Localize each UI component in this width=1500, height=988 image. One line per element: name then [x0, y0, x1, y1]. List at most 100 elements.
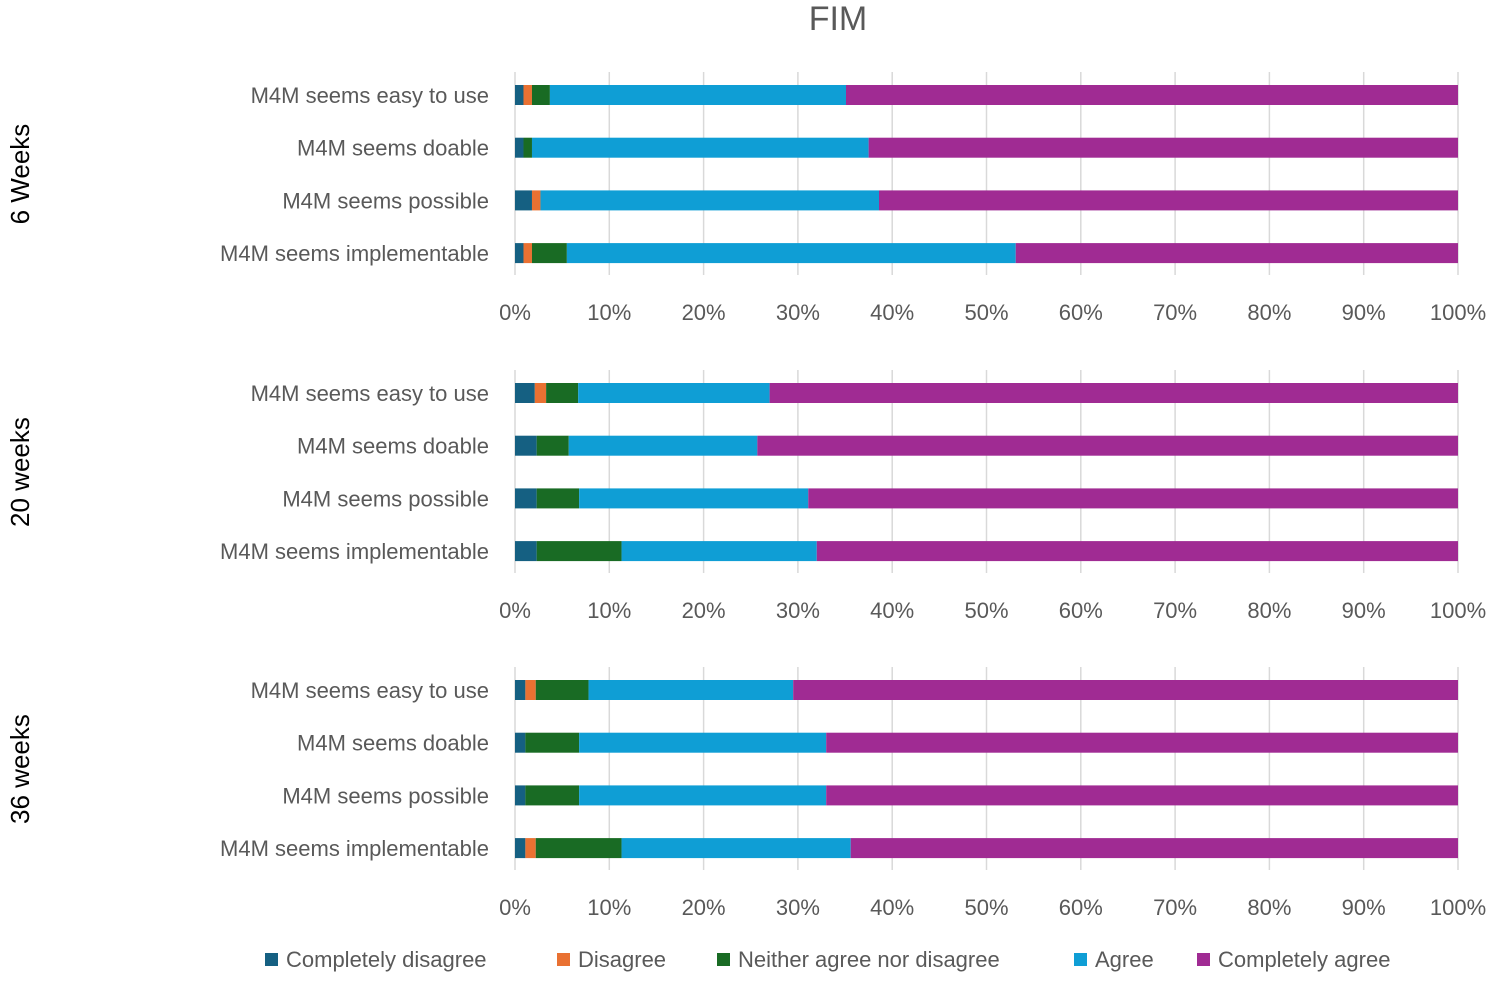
bar-segment-completely-disagree	[515, 488, 537, 509]
panel-0: 0% 10% 20% 30% 40% 50% 60% 70% 80% 90% 100% 6 Weeks…	[5, 72, 1486, 325]
x-tick-label: 100%	[1430, 895, 1486, 920]
legend-swatch	[265, 953, 278, 966]
legend-label: Neither agree nor disagree	[738, 947, 1000, 972]
category-label: M4M seems implementable	[220, 539, 489, 564]
bar-segment-completely-agree	[845, 85, 1458, 105]
bar-segment-neither-agree-nor-disagree	[536, 541, 622, 562]
category-label: M4M seems doable	[297, 434, 489, 459]
x-tick-label: 90%	[1342, 300, 1386, 325]
x-tick-label: 90%	[1342, 895, 1386, 920]
category-label: M4M seems easy to use	[251, 381, 489, 406]
bar-segment-completely-agree	[878, 190, 1458, 211]
bar-segment-completely-disagree	[515, 541, 537, 562]
x-tick-label: 40%	[870, 598, 914, 623]
category-label: M4M seems possible	[282, 188, 489, 213]
bar-segment-agree	[549, 85, 846, 105]
category-label: M4M seems possible	[282, 486, 489, 511]
x-tick-label: 70%	[1153, 598, 1197, 623]
x-tick-label: 60%	[1059, 598, 1103, 623]
legend: Completely disagree Disagree Neither agree…	[265, 947, 1390, 972]
x-tick-label: 100%	[1430, 598, 1486, 623]
x-tick-label: 30%	[776, 895, 820, 920]
bar-segment-agree	[540, 190, 879, 211]
legend-label: Completely disagree	[286, 947, 487, 972]
bar-segment-completely-disagree	[515, 785, 526, 806]
category-label: M4M seems implementable	[220, 836, 489, 861]
x-tick-label: 50%	[964, 895, 1008, 920]
x-tick-label: 90%	[1342, 598, 1386, 623]
category-label: M4M seems doable	[297, 731, 489, 756]
x-tick-label: 60%	[1059, 300, 1103, 325]
x-tick-label: 10%	[587, 598, 631, 623]
category-label: M4M seems easy to use	[251, 678, 489, 703]
bar-segment-neither-agree-nor-disagree	[531, 85, 550, 105]
bar-segment-completely-disagree	[515, 137, 524, 158]
x-tick-label: 50%	[964, 598, 1008, 623]
category-label: M4M seems doable	[297, 136, 489, 161]
bar-segment-completely-disagree	[515, 732, 526, 753]
legend-label: Disagree	[578, 947, 666, 972]
bar-segment-agree	[579, 785, 827, 806]
x-tick-label: 0%	[499, 300, 531, 325]
legend-swatch	[1074, 953, 1087, 966]
bar-segment-completely-disagree	[515, 190, 532, 211]
x-tick-label: 80%	[1247, 300, 1291, 325]
bar-segment-completely-disagree	[515, 435, 537, 456]
bar-segment-neither-agree-nor-disagree	[535, 680, 589, 700]
bar-segment-agree	[578, 383, 770, 403]
panel-1: 0% 10% 20% 30% 40% 50% 60% 70% 80% 90% 100% 20 week…	[5, 370, 1486, 623]
bar-segment-disagree	[525, 680, 536, 700]
bar-segment-completely-disagree	[515, 383, 535, 403]
bar-segment-neither-agree-nor-disagree	[536, 435, 569, 456]
bar-segment-completely-disagree	[515, 680, 526, 700]
bar-segment-agree	[588, 680, 794, 700]
bar-segment-agree	[579, 732, 827, 753]
bar-segment-neither-agree-nor-disagree	[531, 243, 567, 264]
bar-segment-completely-disagree	[515, 85, 524, 105]
bar-segment-completely-disagree	[515, 243, 524, 264]
x-tick-label: 20%	[682, 895, 726, 920]
x-tick-label: 20%	[682, 300, 726, 325]
panel-label: 20 weeks	[5, 417, 35, 527]
x-tick-label: 20%	[682, 598, 726, 623]
bar-segment-completely-agree	[793, 680, 1458, 700]
legend-label: Agree	[1095, 947, 1154, 972]
x-tick-label: 70%	[1153, 300, 1197, 325]
legend-label: Completely agree	[1218, 947, 1390, 972]
legend-swatch	[557, 953, 570, 966]
bar-segment-disagree	[534, 383, 547, 403]
bar-segment-completely-agree	[757, 435, 1458, 456]
x-tick-label: 40%	[870, 895, 914, 920]
bar-segment-agree	[621, 541, 817, 562]
bar-segment-neither-agree-nor-disagree	[523, 137, 532, 158]
bar-segment-neither-agree-nor-disagree	[536, 488, 580, 509]
legend-swatch	[717, 953, 730, 966]
bar-segment-neither-agree-nor-disagree	[535, 838, 622, 859]
x-tick-label: 70%	[1153, 895, 1197, 920]
x-tick-label: 0%	[499, 895, 531, 920]
bar-segment-disagree	[525, 838, 536, 859]
x-tick-label: 80%	[1247, 598, 1291, 623]
category-label: M4M seems easy to use	[251, 83, 489, 108]
bar-segment-completely-disagree	[515, 838, 526, 859]
bar-segment-agree	[566, 243, 1016, 264]
panel-label: 6 Weeks	[5, 124, 35, 225]
bar-segment-neither-agree-nor-disagree	[546, 383, 579, 403]
bar-segment-agree	[621, 838, 851, 859]
bar-segment-completely-agree	[1015, 243, 1458, 264]
category-label: M4M seems implementable	[220, 241, 489, 266]
x-tick-label: 50%	[964, 300, 1008, 325]
bar-segment-disagree	[523, 243, 532, 264]
x-tick-label: 10%	[587, 895, 631, 920]
bar-segment-completely-agree	[816, 541, 1458, 562]
panel-label: 36 weeks	[5, 714, 35, 824]
x-tick-label: 10%	[587, 300, 631, 325]
bar-segment-neither-agree-nor-disagree	[525, 785, 580, 806]
x-tick-label: 0%	[499, 598, 531, 623]
chart-title: FIM	[809, 0, 868, 38]
x-tick-label: 100%	[1430, 300, 1486, 325]
bar-segment-disagree	[531, 190, 541, 211]
bar-segment-agree	[531, 137, 869, 158]
bar-segment-agree	[579, 488, 809, 509]
bar-segment-completely-agree	[769, 383, 1458, 403]
